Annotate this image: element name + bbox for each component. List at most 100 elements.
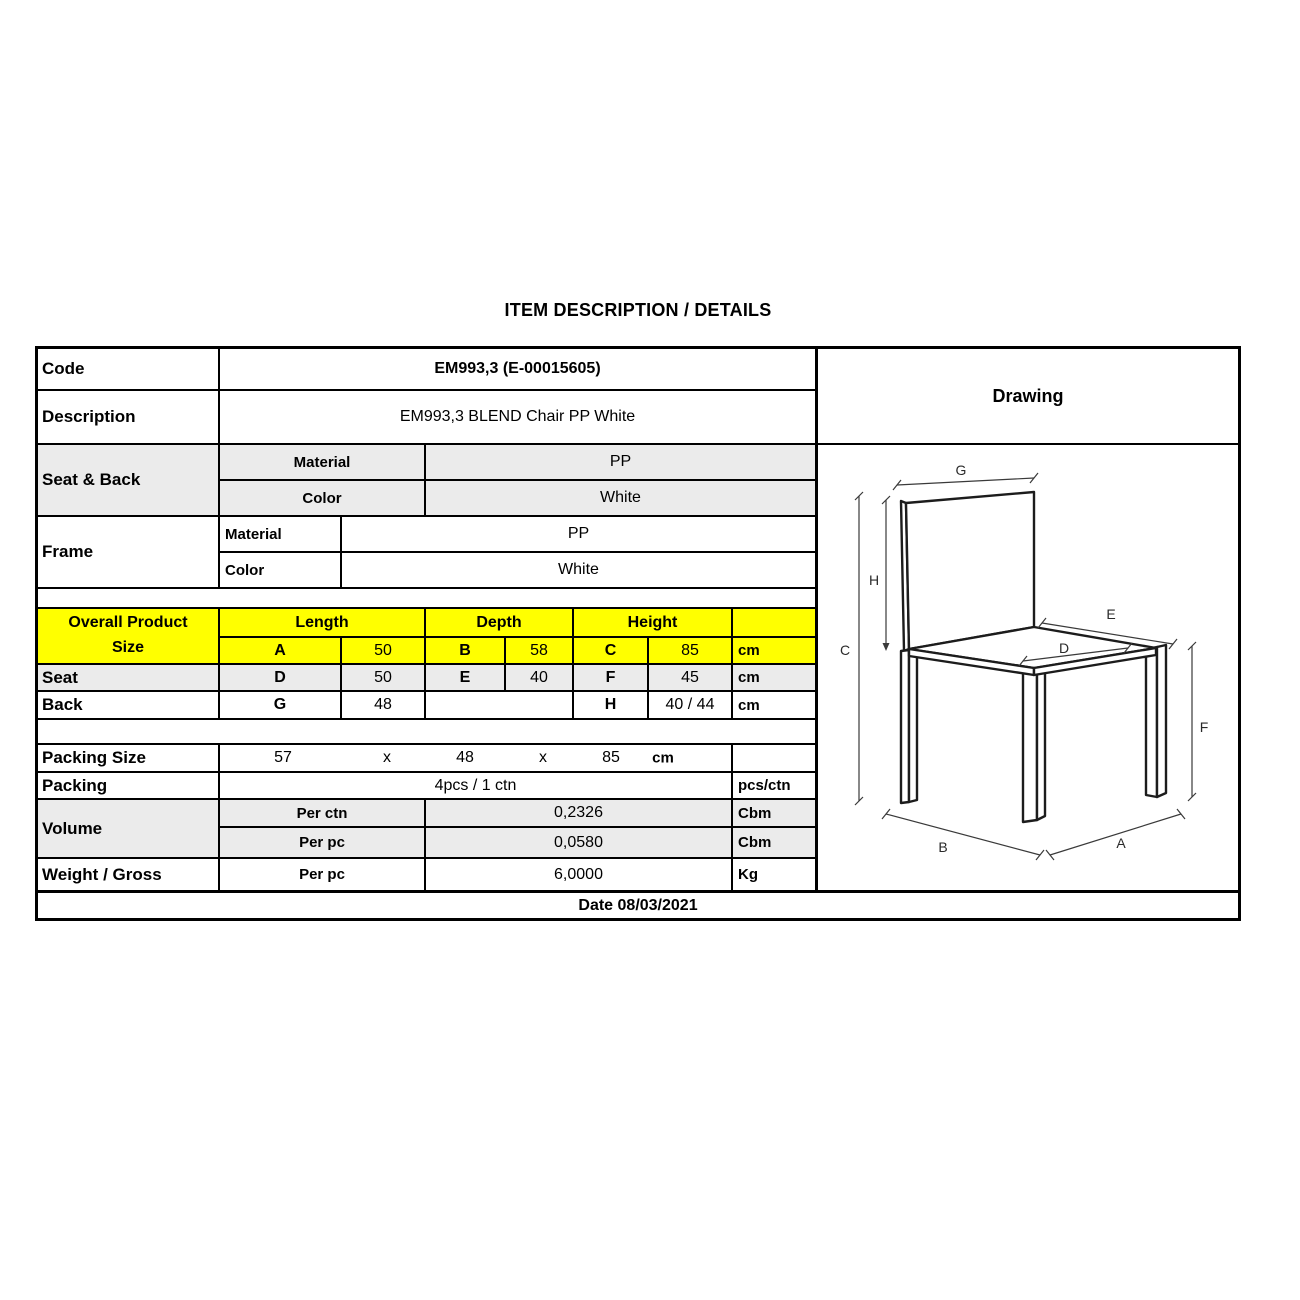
- dim-tick: [1029, 472, 1039, 484]
- packing-value: 4pcs / 1 ctn: [220, 773, 731, 798]
- overall-depth-value: 58: [506, 638, 572, 663]
- overall-size-label-line1: Overall Product: [68, 614, 188, 632]
- seat-length-key: D: [220, 665, 340, 690]
- chair-leg-front-left: [899, 648, 911, 805]
- back-unit: cm: [733, 692, 815, 718]
- volume-per-ctn-value: 0,2326: [426, 800, 731, 826]
- dim-label-h: H: [869, 572, 879, 588]
- dim-tick: [854, 491, 864, 501]
- spec-table: Code EM993,3 (E-00015605) Description EM…: [35, 346, 818, 893]
- overall-height-value: 85: [649, 638, 731, 663]
- frame-color-value: White: [342, 553, 815, 587]
- dim-label-f: F: [1200, 719, 1209, 735]
- chair-leg-right-side: [1155, 643, 1168, 799]
- seat-back-color-value: White: [426, 481, 815, 515]
- description-label: Description: [38, 391, 218, 443]
- chair-seat-edge-right: [1032, 646, 1158, 677]
- packing-size-v1: 57: [274, 749, 292, 766]
- dim-label-b: B: [938, 839, 947, 855]
- back-height-key: H: [574, 692, 647, 718]
- seat-row-label: Seat: [38, 665, 218, 690]
- overall-length-key: A: [220, 638, 340, 663]
- chair-leg-right: [1144, 645, 1159, 799]
- weight-per-pc-label: Per pc: [220, 859, 424, 890]
- weight-value: 6,0000: [426, 859, 731, 890]
- seat-height-value: 45: [649, 665, 731, 690]
- dim-label-c: C: [840, 642, 850, 658]
- dim-line-a: [1049, 813, 1182, 856]
- dim-tick: [1176, 808, 1186, 820]
- empty-cell: [426, 692, 572, 718]
- seat-unit: cm: [733, 665, 815, 690]
- dim-tick: [1187, 641, 1197, 651]
- dim-tick: [1035, 849, 1045, 861]
- packing-size-x2: x: [539, 749, 547, 766]
- dim-tick: [854, 796, 864, 806]
- seat-back-material-label: Material: [220, 445, 424, 479]
- drawing-body: G H C E D F B A: [818, 445, 1238, 890]
- spacer-row: [38, 589, 815, 607]
- weight-unit: Kg: [733, 859, 815, 890]
- dim-label-a: A: [1116, 835, 1126, 851]
- chair-drawing: G H C E D F B A: [840, 462, 1209, 861]
- dim-line-b: [885, 813, 1041, 856]
- length-header: Length: [220, 609, 424, 636]
- packing-unit: pcs/ctn: [733, 773, 815, 798]
- volume-per-pc-label: Per pc: [220, 828, 424, 857]
- height-header: Height: [574, 609, 731, 636]
- dim-tick: [1037, 617, 1047, 629]
- dim-tick: [1018, 655, 1028, 667]
- seat-depth-value: 40: [506, 665, 572, 690]
- overall-depth-key: B: [426, 638, 504, 663]
- empty-cell: [733, 745, 815, 771]
- dim-tick: [892, 479, 902, 491]
- page-title: ITEM DESCRIPTION / DETAILS: [504, 300, 772, 320]
- overall-length-value: 50: [342, 638, 424, 663]
- back-length-key: G: [220, 692, 340, 718]
- chair-leg-front-left-side: [907, 647, 919, 804]
- packing-size-unit: cm: [652, 749, 674, 767]
- chair-backrest: [904, 490, 1036, 651]
- packing-label: Packing: [38, 773, 218, 798]
- volume-per-ctn-unit: Cbm: [733, 800, 815, 826]
- frame-material-value: PP: [342, 517, 815, 551]
- dim-line-d: [1022, 647, 1129, 662]
- date-row: Date 08/03/2021: [35, 893, 1241, 921]
- seat-back-color-label: Color: [220, 481, 424, 515]
- frame-material-label: Material: [220, 517, 340, 551]
- overall-height-key: C: [574, 638, 647, 663]
- packing-size-v2: 48: [456, 749, 474, 766]
- seat-length-value: 50: [342, 665, 424, 690]
- frame-label: Frame: [38, 517, 218, 587]
- spacer-row: [38, 720, 815, 743]
- overall-unit: cm: [733, 638, 815, 663]
- dim-tick: [881, 808, 891, 820]
- dim-line-g: [896, 477, 1035, 486]
- chair-leg-front-center: [1021, 661, 1039, 824]
- dim-label-g: G: [956, 462, 967, 478]
- dim-tick: [881, 495, 891, 505]
- dim-tick: [1187, 792, 1197, 802]
- drawing-panel: Drawing: [815, 346, 1241, 893]
- overall-size-label-line2: Size: [111, 639, 144, 656]
- packing-size-x1: x: [383, 749, 391, 766]
- dim-tick: [1168, 638, 1178, 650]
- overall-size-label: Overall Product Size: [38, 609, 218, 663]
- volume-per-ctn-label: Per ctn: [220, 800, 424, 826]
- seat-back-material-value: PP: [426, 445, 815, 479]
- packing-size-label: Packing Size: [38, 745, 218, 771]
- date-text: Date 08/03/2021: [578, 896, 698, 914]
- chair-leg-front-center-side: [1035, 659, 1047, 822]
- volume-per-pc-unit: Cbm: [733, 828, 815, 857]
- drawing-header: Drawing: [818, 349, 1238, 445]
- empty-cell: [733, 609, 815, 636]
- dim-tick: [1045, 849, 1055, 861]
- back-height-value: 40 / 44: [649, 692, 731, 718]
- code-label: Code: [38, 349, 218, 389]
- seat-back-label: Seat & Back: [38, 445, 218, 515]
- packing-size-v3: 85: [602, 749, 620, 766]
- seat-height-key: F: [574, 665, 647, 690]
- description-value: EM993,3 BLEND Chair PP White: [220, 391, 815, 443]
- weight-label: Weight / Gross: [38, 859, 218, 890]
